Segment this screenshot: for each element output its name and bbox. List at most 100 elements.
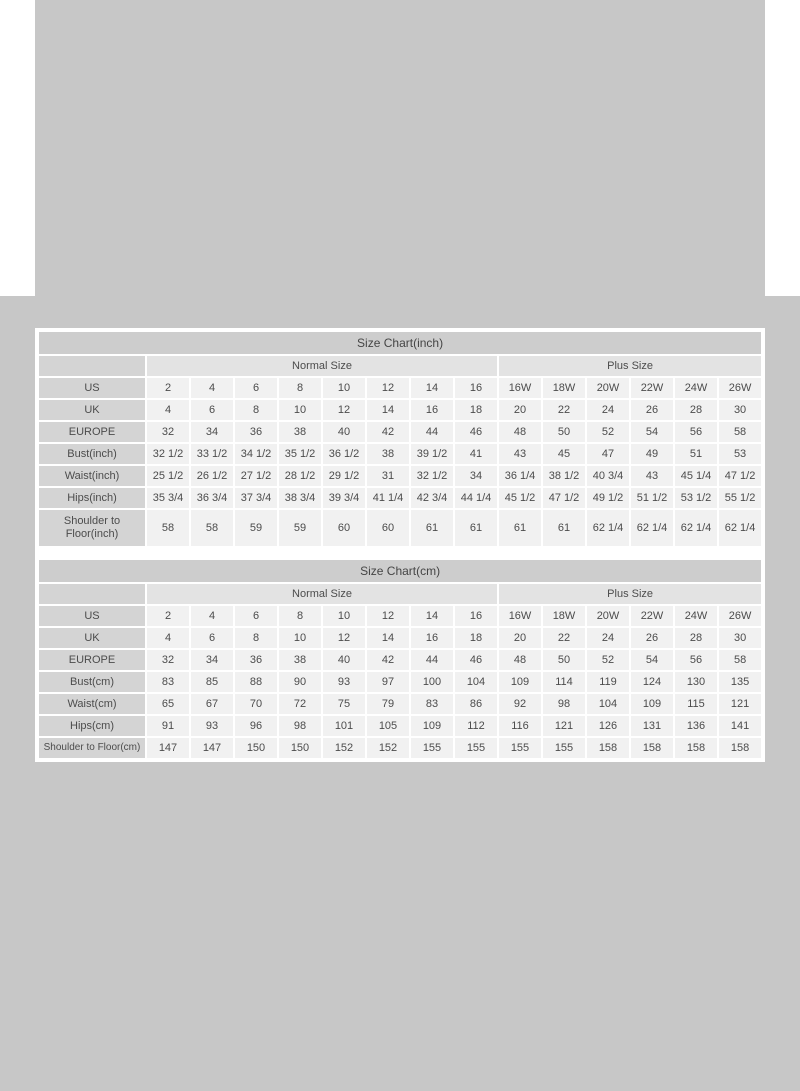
size-value-cell: 28 1/2 — [279, 466, 321, 486]
size-value-cell: 4 — [147, 400, 189, 420]
size-value-cell: 59 — [279, 510, 321, 546]
size-value-cell: 30 — [719, 628, 762, 648]
table-row: EUROPE 32 34 36 38 40 42 44 46 48 50 52 54 56 58 — [39, 650, 762, 670]
row-label: US — [39, 606, 145, 626]
size-value-cell: 20 — [499, 628, 541, 648]
size-value-cell: 10 — [323, 378, 365, 398]
size-value-cell: 10 — [323, 606, 365, 626]
size-value-cell: 75 — [323, 694, 365, 714]
size-value-cell: 24W — [675, 378, 717, 398]
size-value-cell: 147 — [147, 738, 189, 758]
size-value-cell: 44 — [411, 650, 453, 670]
size-value-cell: 158 — [631, 738, 673, 758]
size-value-cell: 97 — [367, 672, 409, 692]
size-value-cell: 53 — [719, 444, 762, 464]
size-value-cell: 12 — [367, 378, 409, 398]
size-value-cell: 16W — [499, 606, 541, 626]
size-value-cell: 104 — [455, 672, 497, 692]
size-value-cell: 83 — [411, 694, 453, 714]
size-value-cell: 65 — [147, 694, 189, 714]
size-value-cell: 26 1/2 — [191, 466, 233, 486]
corner-cell — [39, 356, 145, 376]
size-value-cell: 41 — [455, 444, 497, 464]
size-value-cell: 92 — [499, 694, 541, 714]
row-label: UK — [39, 628, 145, 648]
row-label: Waist(cm) — [39, 694, 145, 714]
size-value-cell: 105 — [367, 716, 409, 736]
size-value-cell: 41 1/4 — [367, 488, 409, 508]
size-value-cell: 101 — [323, 716, 365, 736]
table-row: Bust(cm) 83 85 88 90 93 97 100 104 109 114 119 124 13… — [39, 672, 762, 692]
size-value-cell: 91 — [147, 716, 189, 736]
cm-table-body: US 2 4 6 8 10 12 14 16 16W 18W 20W 22W 24W 26W UK 4 6 8 10 1… — [39, 606, 762, 758]
size-value-cell: 61 — [455, 510, 497, 546]
size-value-cell: 32 — [147, 422, 189, 442]
size-value-cell: 33 1/2 — [191, 444, 233, 464]
size-value-cell: 36 1/4 — [499, 466, 541, 486]
size-value-cell: 152 — [323, 738, 365, 758]
size-value-cell: 60 — [367, 510, 409, 546]
size-value-cell: 22W — [631, 378, 673, 398]
size-value-cell: 16W — [499, 378, 541, 398]
size-value-cell: 24 — [587, 628, 629, 648]
size-value-cell: 42 — [367, 650, 409, 670]
size-value-cell: 18 — [455, 400, 497, 420]
table-title: Size Chart(inch) — [39, 332, 762, 354]
size-value-cell: 24 — [587, 400, 629, 420]
size-value-cell: 150 — [235, 738, 277, 758]
size-value-cell: 61 — [543, 510, 585, 546]
size-value-cell: 2 — [147, 378, 189, 398]
size-value-cell: 86 — [455, 694, 497, 714]
row-label: EUROPE — [39, 650, 145, 670]
table-row: UK 4 6 8 10 12 14 16 18 20 22 24 26 28 30 — [39, 628, 762, 648]
size-value-cell: 52 — [587, 422, 629, 442]
size-value-cell: 14 — [411, 606, 453, 626]
size-value-cell: 40 — [323, 422, 365, 442]
size-value-cell: 109 — [499, 672, 541, 692]
size-value-cell: 109 — [631, 694, 673, 714]
size-value-cell: 83 — [147, 672, 189, 692]
size-value-cell: 29 1/2 — [323, 466, 365, 486]
table-title-row: Size Chart(inch) — [39, 332, 762, 354]
size-value-cell: 55 1/2 — [719, 488, 762, 508]
size-value-cell: 34 — [191, 650, 233, 670]
size-value-cell: 54 — [631, 422, 673, 442]
size-value-cell: 85 — [191, 672, 233, 692]
group-header-row: Normal Size Plus Size — [39, 584, 762, 604]
row-label: Bust(cm) — [39, 672, 145, 692]
corner-cell — [39, 584, 145, 604]
size-value-cell: 136 — [675, 716, 717, 736]
size-value-cell: 50 — [543, 650, 585, 670]
size-value-cell: 38 3/4 — [279, 488, 321, 508]
row-label: Shoulder to Floor(cm) — [39, 738, 145, 758]
size-value-cell: 22 — [543, 628, 585, 648]
size-value-cell: 50 — [543, 422, 585, 442]
size-value-cell: 93 — [323, 672, 365, 692]
size-value-cell: 124 — [631, 672, 673, 692]
size-value-cell: 52 — [587, 650, 629, 670]
size-value-cell: 16 — [455, 378, 497, 398]
size-value-cell: 8 — [235, 628, 277, 648]
table-row: UK 4 6 8 10 12 14 16 18 20 22 24 26 28 30 — [39, 400, 762, 420]
group-header-row: Normal Size Plus Size — [39, 356, 762, 376]
size-value-cell: 48 — [499, 422, 541, 442]
size-value-cell: 22 — [543, 400, 585, 420]
size-value-cell: 46 — [455, 650, 497, 670]
size-value-cell: 158 — [675, 738, 717, 758]
size-value-cell: 121 — [719, 694, 762, 714]
table-row: Shoulder to Floor(cm) 147 147 150 150 152 152 1… — [39, 738, 762, 758]
size-value-cell: 147 — [191, 738, 233, 758]
size-value-cell: 4 — [147, 628, 189, 648]
size-value-cell: 51 1/2 — [631, 488, 673, 508]
size-value-cell: 98 — [543, 694, 585, 714]
size-value-cell: 158 — [587, 738, 629, 758]
size-value-cell: 62 1/4 — [719, 510, 762, 546]
table-row: Shoulder to Floor(inch) 58 58 59 59 60 60 61 61 6… — [39, 510, 762, 546]
size-value-cell: 62 1/4 — [675, 510, 717, 546]
row-label: Bust(inch) — [39, 444, 145, 464]
size-value-cell: 47 1/2 — [719, 466, 762, 486]
size-value-cell: 12 — [323, 628, 365, 648]
product-image-placeholder — [35, 0, 765, 296]
size-value-cell: 22W — [631, 606, 673, 626]
size-chart-cm-table: Size Chart(cm) Normal Size Plus Size US 2… — [37, 558, 764, 760]
